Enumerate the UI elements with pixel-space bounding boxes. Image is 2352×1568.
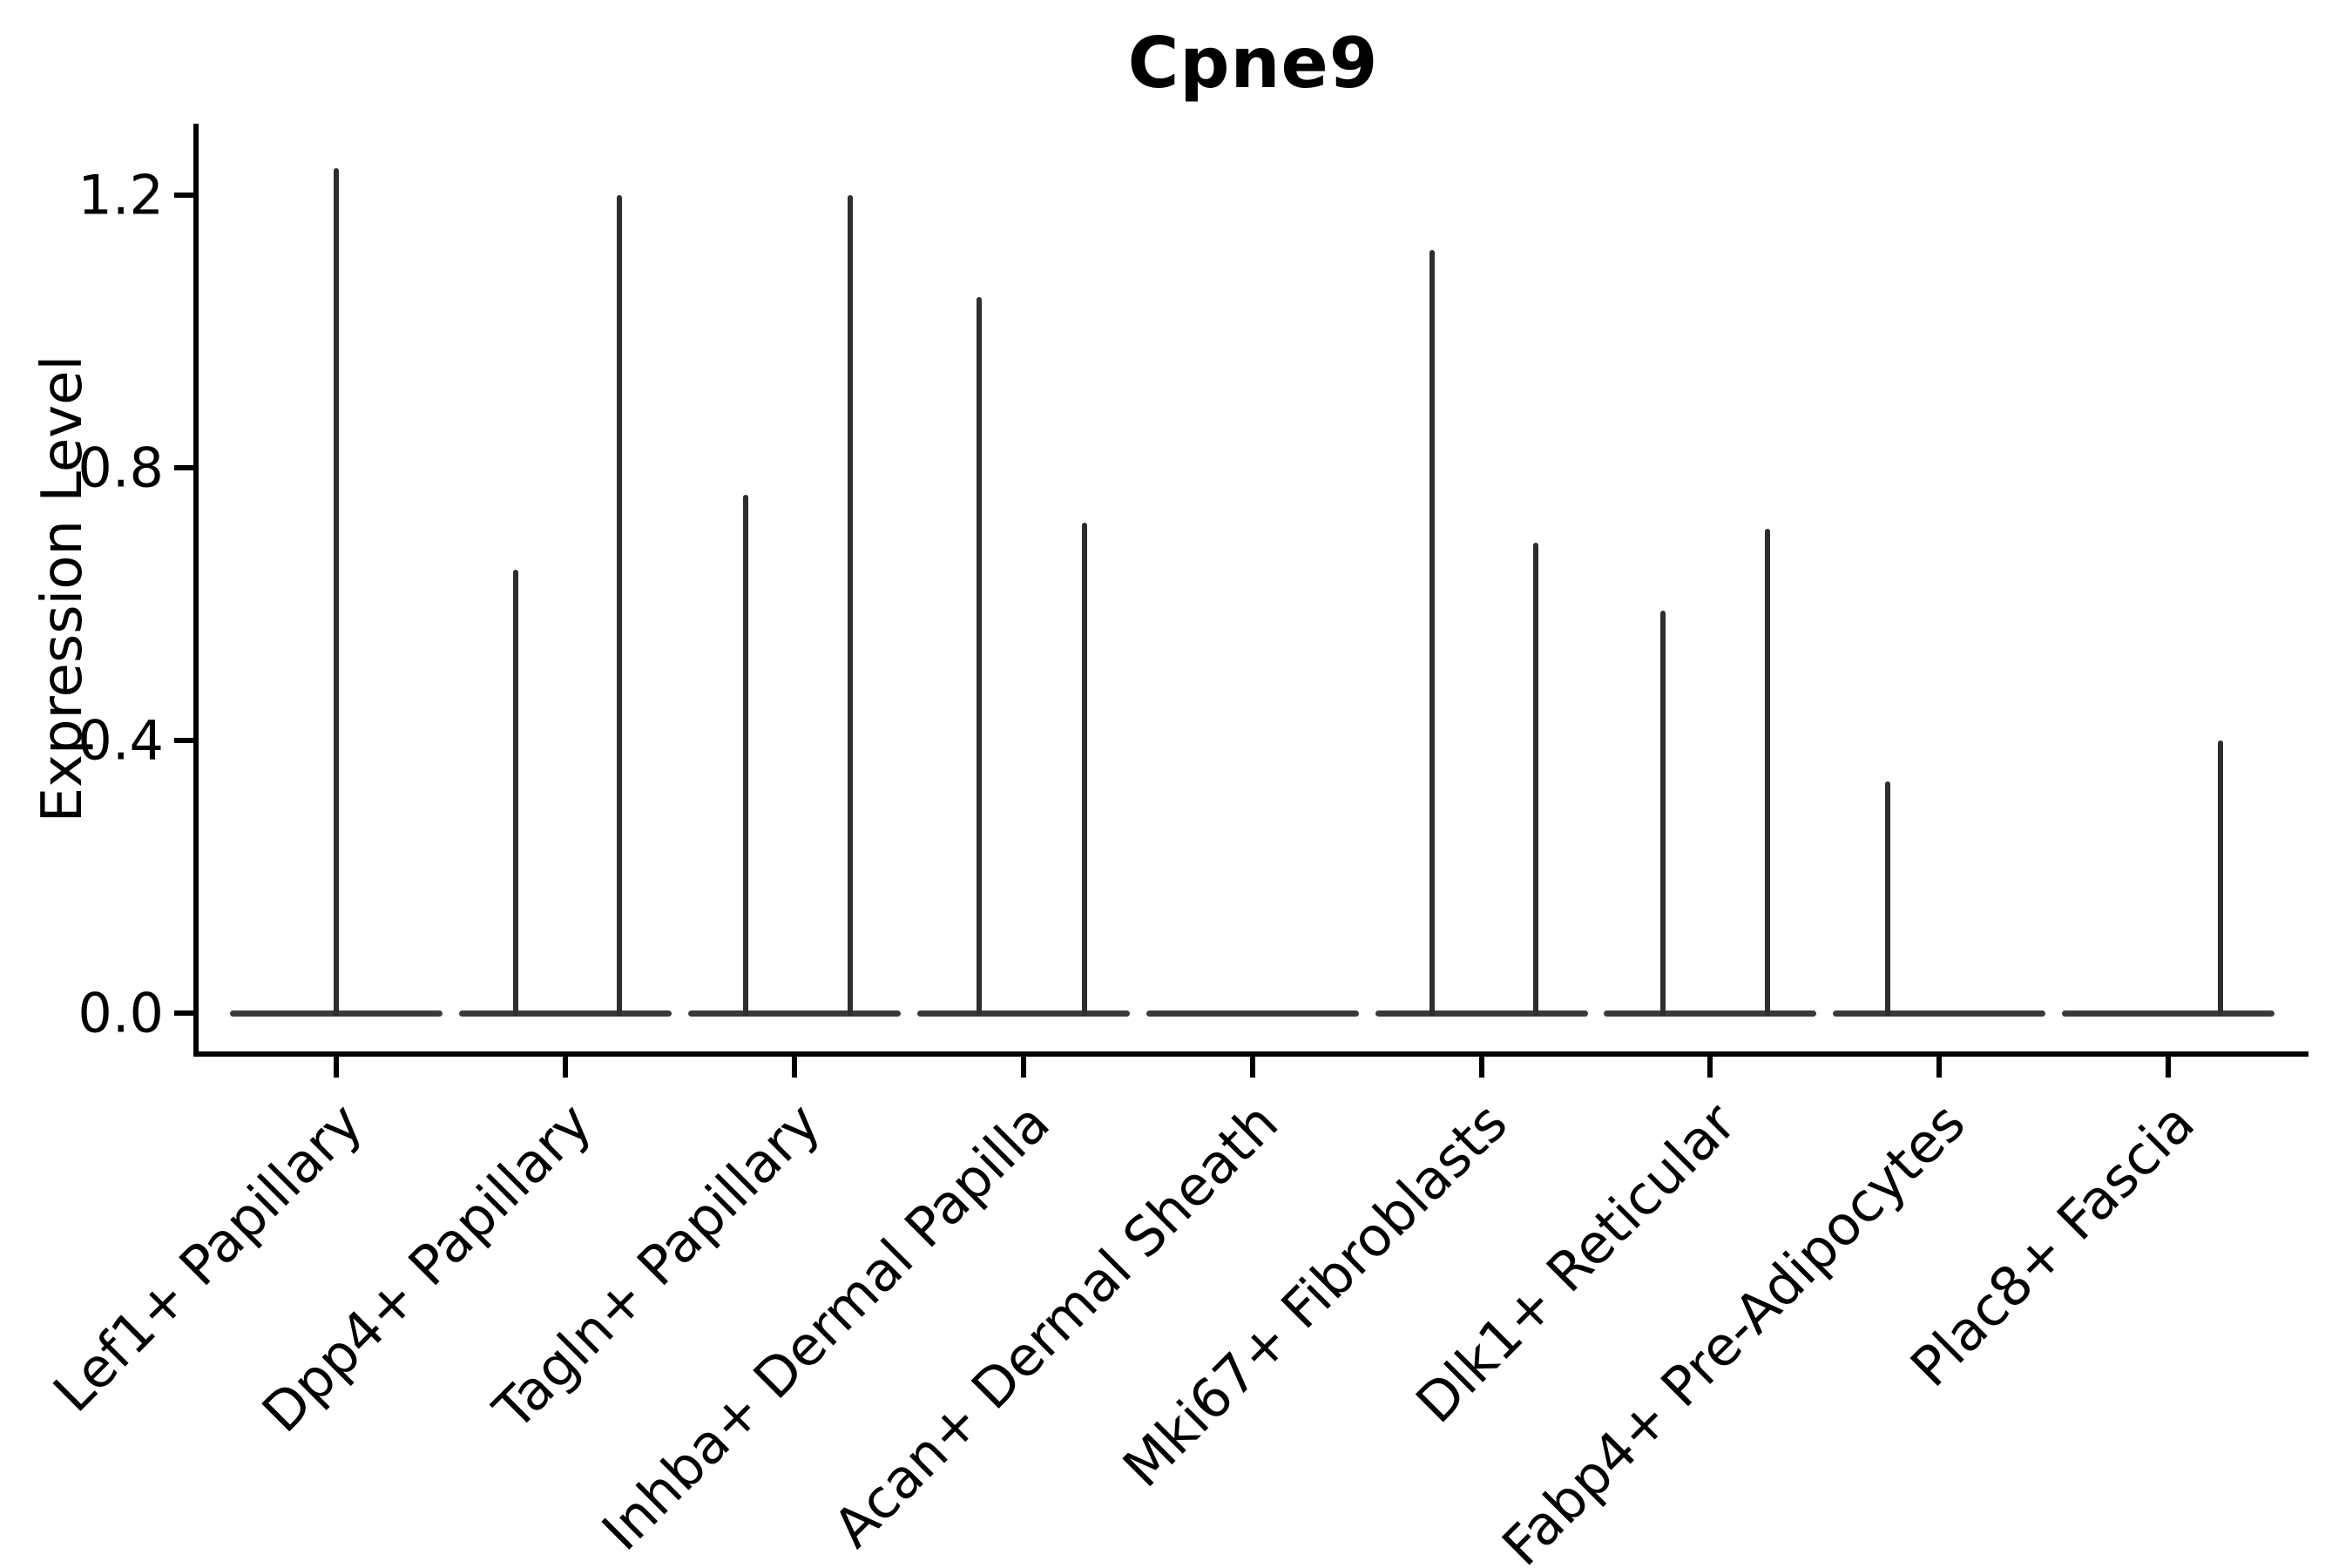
y-tick [174,193,194,198]
violin-body [1375,1010,1588,1017]
x-tick-label: Mki67+ Fibroblasts [1110,1091,1520,1500]
violin-spike [1885,781,1891,1016]
y-tick-label: 0.0 [78,981,164,1045]
violin-body [1833,1010,2046,1017]
violin-spike [334,167,339,1016]
violin-body [1604,1010,1817,1017]
violin-spike [1081,522,1087,1016]
violin-body [2062,1010,2275,1017]
violin-spike [847,195,853,1016]
x-tick [1020,1055,1026,1078]
x-tick [334,1055,339,1078]
violin-spike [1765,529,1771,1016]
y-tick [174,738,194,743]
violin-spike [1429,249,1435,1016]
violin-spike [2218,740,2224,1016]
violin-body [687,1010,901,1017]
x-tick-label: Acan+ Dermal Sheath [821,1091,1291,1560]
y-tick [174,1010,194,1016]
violin-spike [1532,543,1538,1016]
x-tick [1936,1055,1943,1078]
y-tick-label: 0.4 [78,708,164,773]
y-tick-label: 1.2 [78,163,164,227]
violin-spike [742,495,748,1016]
x-tick [1707,1055,1713,1078]
y-axis-spine [193,124,199,1057]
x-tick [1249,1055,1255,1078]
violin-body [458,1010,672,1017]
violin-body [1146,1010,1359,1017]
x-axis-spine [193,1051,2308,1057]
chart-title: Cpne9 [1127,23,1379,104]
x-tick-label: Inhba+ Dermal Papilla [589,1091,1062,1563]
y-tick-label: 0.8 [78,436,164,500]
violin-body [916,1010,1130,1017]
x-tick [1478,1055,1484,1078]
violin-spike [976,297,982,1016]
x-tick [562,1055,568,1078]
violin-spike [1660,611,1666,1016]
x-tick [791,1055,797,1078]
x-tick [2166,1055,2172,1078]
violin-spike [512,570,518,1016]
violin-spike [616,195,622,1016]
y-tick [174,465,194,470]
x-tick-label: Fabp4+ Pre-Adipocytes [1490,1091,1977,1568]
